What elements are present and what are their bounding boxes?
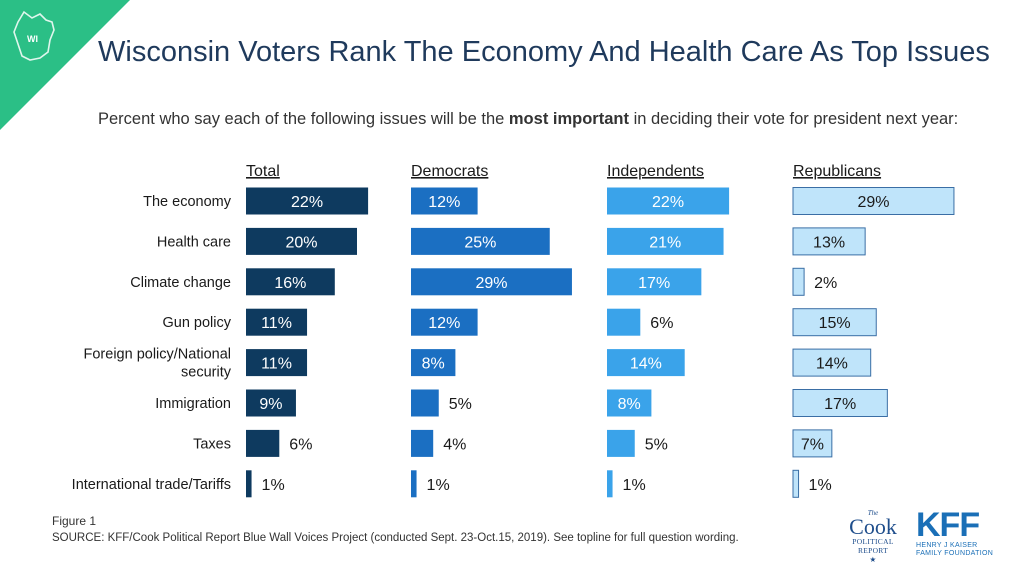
data-label: 17% xyxy=(638,275,670,292)
data-label: 11% xyxy=(261,356,292,373)
kff-logo-name: KFF xyxy=(916,506,980,544)
bar xyxy=(607,268,702,296)
bar xyxy=(607,429,635,457)
category-label: Gun policy xyxy=(162,315,231,331)
category-label: Foreign policy/National security xyxy=(84,347,232,381)
data-label: 13% xyxy=(813,234,845,251)
star-icon: ★ xyxy=(869,555,877,564)
subtitle-text-after: in deciding their vote for president nex… xyxy=(628,110,959,128)
data-label: 21% xyxy=(649,234,681,251)
data-label: 1% xyxy=(427,477,450,494)
bar xyxy=(246,187,369,215)
data-label: 25% xyxy=(464,234,496,251)
data-label: 2% xyxy=(814,275,837,292)
category-label: Taxes xyxy=(193,436,231,452)
subtitle-bold-text: most important xyxy=(508,110,629,128)
category-label: Immigration xyxy=(155,396,231,412)
data-label: 15% xyxy=(819,315,851,332)
bar xyxy=(411,349,456,377)
category-label: The economy xyxy=(143,194,232,210)
category-label: International trade/Tariffs xyxy=(72,477,231,493)
bar xyxy=(607,308,641,336)
bar xyxy=(607,227,724,255)
bar xyxy=(246,349,308,377)
category-label: Climate change xyxy=(130,275,231,291)
data-label: 8% xyxy=(422,356,445,373)
data-label: 5% xyxy=(449,396,472,413)
cook-political-report-logo: The Cook POLITICAL REPORT ★ xyxy=(840,509,906,565)
bar xyxy=(607,187,730,215)
bar xyxy=(792,469,800,498)
bar xyxy=(246,470,252,498)
data-label: 7% xyxy=(801,436,824,453)
kff-logo: KFF HENRY J KAISER FAMILY FOUNDATION xyxy=(916,508,1000,558)
cook-logo-name: Cook xyxy=(849,514,897,539)
bar xyxy=(607,470,613,498)
data-label: 29% xyxy=(475,275,507,292)
data-label: 16% xyxy=(274,275,306,292)
bar xyxy=(246,389,296,417)
data-label: 8% xyxy=(618,396,641,413)
data-label: 6% xyxy=(650,315,673,332)
subtitle-text-before: Percent who say each of the following is… xyxy=(98,110,509,128)
kff-logo-line2: FAMILY FOUNDATION xyxy=(916,550,994,557)
figure-label: Figure 1 xyxy=(52,514,97,528)
bar xyxy=(411,389,439,417)
kff-logo-line1: HENRY J KAISER xyxy=(916,542,978,549)
bar xyxy=(411,268,572,296)
series-header: Total xyxy=(246,163,280,180)
bar xyxy=(411,308,478,336)
bar xyxy=(792,429,833,458)
data-label: 17% xyxy=(824,396,856,413)
bar xyxy=(246,429,280,457)
state-code: WI xyxy=(27,34,38,44)
data-label: 14% xyxy=(816,356,848,373)
cook-logo-the: The xyxy=(867,509,879,517)
bar xyxy=(792,267,805,296)
data-label: 22% xyxy=(291,194,323,211)
cook-logo-line1: POLITICAL xyxy=(852,537,894,546)
data-label: 1% xyxy=(809,477,832,494)
state-badge: WI xyxy=(0,0,130,130)
series-header: Republicans xyxy=(793,163,881,180)
wisconsin-map-icon xyxy=(13,10,55,61)
category-label: Health care xyxy=(157,234,231,250)
data-label: 12% xyxy=(428,315,460,332)
data-label: 4% xyxy=(443,436,466,453)
bar xyxy=(792,187,955,215)
data-label: 20% xyxy=(285,234,317,251)
bar xyxy=(607,349,685,377)
bar xyxy=(246,308,308,336)
data-label: 1% xyxy=(623,477,646,494)
bar xyxy=(411,187,478,215)
data-label: 5% xyxy=(645,436,668,453)
data-label: 1% xyxy=(262,477,285,494)
data-label: 29% xyxy=(857,194,889,211)
bar xyxy=(246,268,335,296)
bar xyxy=(792,348,872,377)
data-label: 14% xyxy=(630,356,662,373)
bar xyxy=(411,227,550,255)
bar xyxy=(607,389,652,417)
data-label: 12% xyxy=(428,194,460,211)
data-label: 11% xyxy=(261,315,292,332)
series-header: Independents xyxy=(607,163,704,180)
bar xyxy=(411,470,417,498)
data-label: 22% xyxy=(652,194,684,211)
bar xyxy=(792,389,888,417)
page-title: Wisconsin Voters Rank The Economy And He… xyxy=(98,36,990,68)
data-label: 9% xyxy=(259,396,282,413)
bar xyxy=(792,227,866,256)
series-header: Democrats xyxy=(411,163,488,180)
bar xyxy=(411,429,434,457)
bar xyxy=(792,308,877,337)
data-label: 6% xyxy=(289,436,312,453)
page-subtitle: Percent who say each of the following is… xyxy=(98,109,978,130)
source-note: SOURCE: KFF/Cook Political Report Blue W… xyxy=(52,532,739,544)
bar xyxy=(246,227,357,255)
badge-triangle xyxy=(0,0,130,130)
cook-logo-line2: REPORT xyxy=(857,546,889,555)
